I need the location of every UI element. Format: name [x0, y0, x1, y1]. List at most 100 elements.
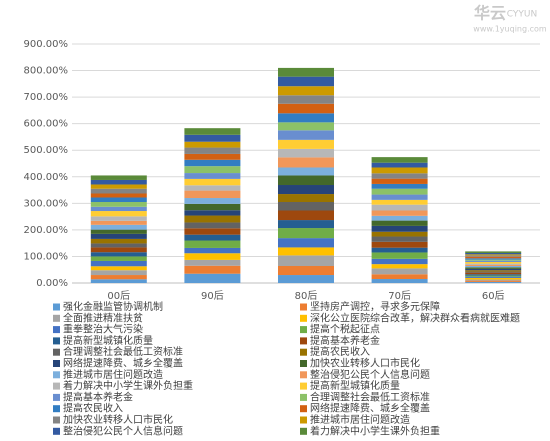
bar-segment [90, 252, 147, 257]
bar-segment [465, 279, 522, 281]
bar-segment [371, 236, 428, 242]
bar-segment [465, 266, 522, 268]
y-tick-label: 900.00% [24, 39, 69, 50]
bar-segment [371, 194, 428, 200]
legend-label: 提高农民收入 [310, 345, 370, 358]
bar-segment [184, 210, 241, 216]
bar-segment [465, 258, 522, 260]
legend-label: 合理调整社会最低工资标准 [63, 345, 183, 358]
legend-swatch [53, 360, 60, 367]
bar-segment [278, 275, 334, 283]
bar-segment [465, 251, 522, 253]
bar-segment [90, 211, 147, 217]
bar-segment [278, 95, 334, 104]
bar-segment [90, 243, 147, 248]
bar-segment [90, 188, 147, 194]
legend-swatch [300, 303, 307, 311]
x-tick-label: 70后 [388, 290, 411, 302]
bar-segment [184, 203, 241, 211]
bar-segment [278, 130, 334, 140]
bar-segment [371, 173, 428, 179]
bar-segment [184, 147, 241, 154]
y-tick-label: 600.00% [24, 119, 69, 130]
legend-swatch [300, 326, 307, 334]
bar-segment [90, 279, 147, 283]
legend-swatch [300, 416, 307, 424]
legend-label: 着力解决中小学生课外负担重 [63, 379, 193, 392]
bar-segment [90, 220, 147, 225]
bar-segment [184, 240, 241, 248]
bar-segment [184, 128, 241, 135]
legend-label: 强化金融监管协调机制 [63, 300, 163, 313]
bar-segment [278, 210, 334, 221]
bar-segment [371, 157, 428, 163]
bar-segment [184, 185, 241, 191]
bar-segment [465, 271, 522, 273]
legend-label: 提高基本养老金 [310, 334, 380, 347]
bar-segment [278, 194, 334, 203]
y-tick-label: 400.00% [24, 172, 69, 183]
bar-segment [278, 157, 334, 168]
bar-segment [278, 175, 334, 186]
bar-segment [184, 222, 241, 229]
legend-label: 重拳整治大气污染 [63, 323, 143, 336]
bar-segment [371, 264, 428, 269]
bar-segment [90, 206, 147, 212]
bar-segment [184, 178, 241, 186]
bar-segment [465, 268, 522, 271]
bar-segment [90, 256, 147, 261]
bar-segment [184, 198, 241, 204]
bar-segment [90, 179, 147, 185]
bar-segment [90, 184, 147, 189]
bar-segment [465, 270, 522, 272]
legend-label: 整治侵犯公民个人信息问题 [310, 368, 430, 381]
bar-segment [465, 260, 522, 263]
legend-swatch [53, 326, 60, 334]
legend-swatch [53, 427, 60, 435]
watermark-brand: 华云 [474, 4, 506, 23]
bar-segment [371, 220, 428, 226]
bar-segment [278, 139, 334, 149]
bar-segment [278, 167, 334, 176]
bar-segment [465, 272, 522, 275]
x-tick-label: 80后 [295, 290, 318, 302]
x-tick-label: 60后 [482, 290, 505, 302]
bar-segment [371, 167, 428, 174]
bar-segment [465, 264, 522, 267]
bar-segment [184, 259, 241, 266]
bar-segment [90, 275, 147, 280]
bar-segment [371, 210, 428, 216]
bar-segment [90, 216, 147, 221]
legend-swatch [53, 337, 60, 345]
bar-segment [278, 103, 334, 114]
y-tick-label: 500.00% [24, 145, 69, 156]
legend-label: 加快农业转移人口市民化 [310, 357, 420, 370]
legend-label: 推进城市居住问题改造 [63, 368, 163, 381]
legend-swatch [53, 393, 60, 401]
bar-segment [278, 202, 334, 211]
legend-swatch [53, 371, 60, 379]
bar-segment [184, 215, 241, 223]
bar-segment [465, 274, 522, 276]
bar-segment [278, 228, 334, 239]
legend-swatch [53, 303, 60, 311]
bar-segment [184, 234, 241, 241]
bar-segment [90, 260, 147, 267]
bar-segment [278, 67, 334, 77]
bar-segment [371, 241, 428, 248]
legend-swatch [53, 382, 60, 390]
legend-swatch [53, 314, 60, 322]
y-tick-label: 0.00% [36, 278, 68, 289]
legend-label: 着力解决中小学生课外负担重 [310, 424, 440, 437]
bar-segment [465, 256, 522, 259]
bar-segment [465, 281, 522, 283]
bar-segment [465, 262, 522, 264]
bar-segment [278, 185, 334, 195]
legend-label: 提高基本养老金 [63, 390, 133, 403]
bar-segment [371, 178, 428, 184]
bar-segment [371, 183, 428, 189]
bar-segment [465, 277, 522, 280]
legend-swatch [300, 314, 307, 322]
legend-label: 推进城市居住问题改造 [310, 413, 410, 426]
watermark-brand-en: CYYUN [507, 10, 537, 20]
